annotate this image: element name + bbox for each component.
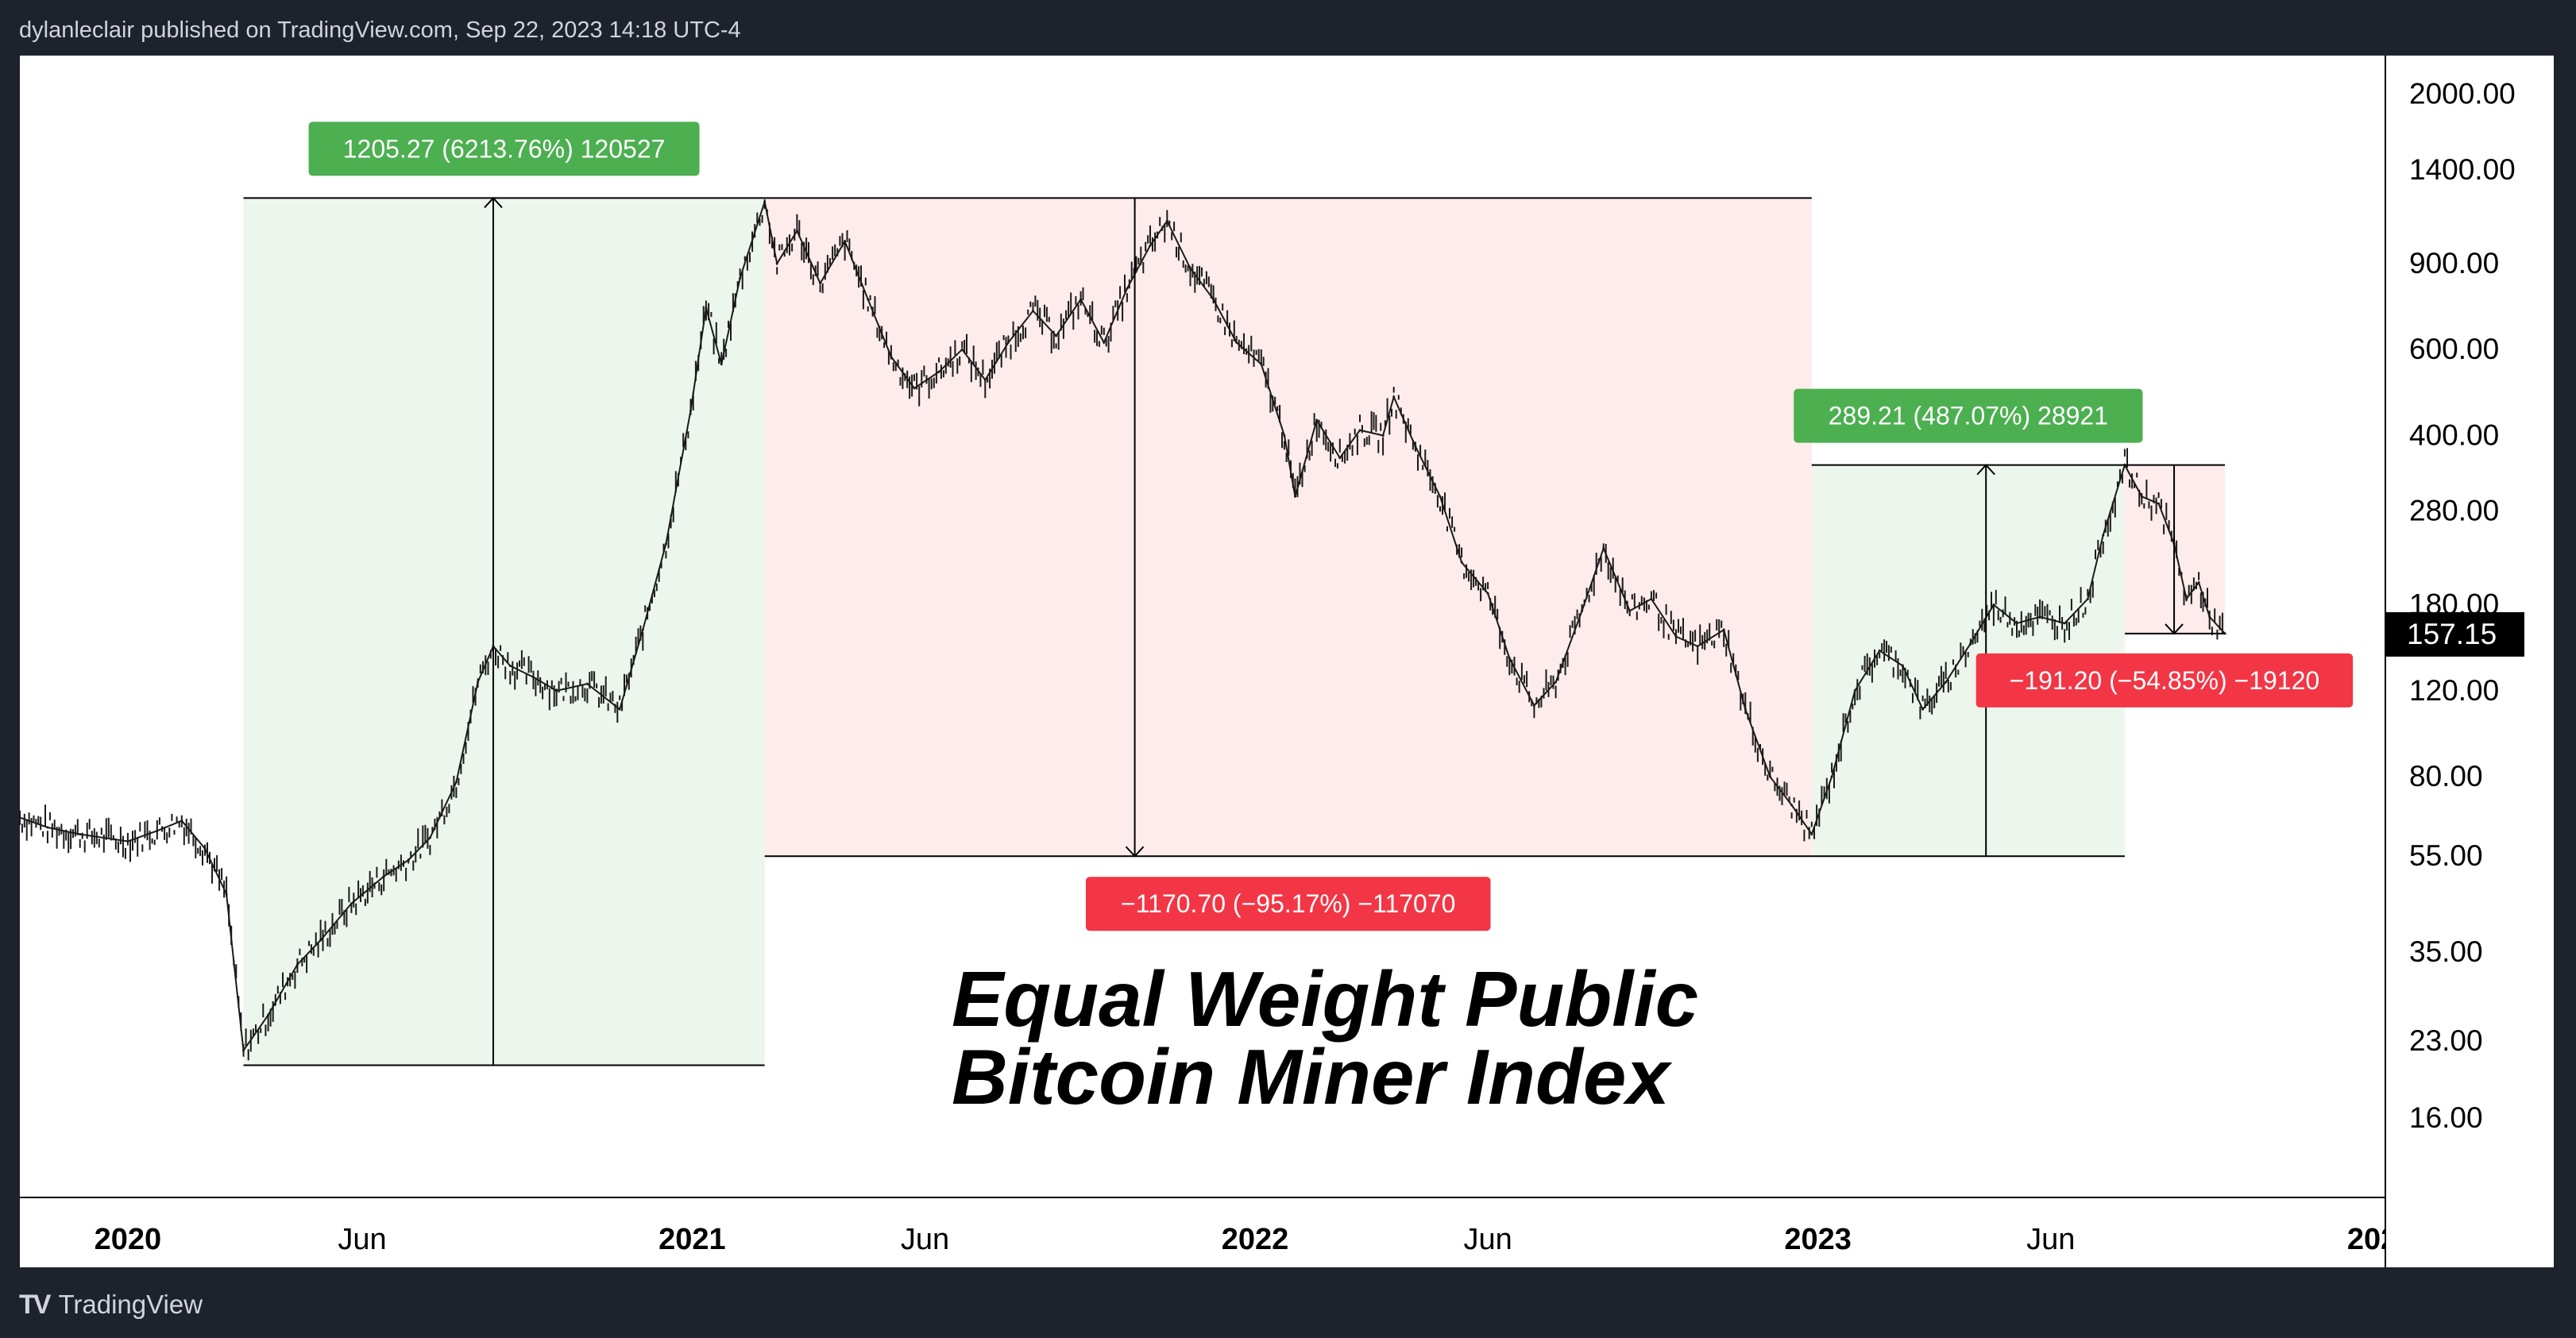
measure-annotations: 1205.27 (6213.76%) 120527 −1170.70 (−95.1… [243,121,2354,1066]
price-line [19,199,2226,1053]
measure-label-box [1975,653,2354,708]
measure-label: 289.21 (487.07%) 28921 [1794,388,2143,443]
price-tick-label: 900.00 [2409,247,2499,280]
tradingview-brand-label: TradingView [58,1290,203,1319]
price-tick-label: 120.00 [2409,674,2499,707]
time-tick-label: Jun [2026,1223,2075,1256]
measure-arrow-head [2165,623,2184,635]
chart-title-line: Equal Weight Public [952,955,1698,1043]
measure-label-text: −191.20 (−54.85%) −19120 [2010,666,2320,695]
time-tick-label: 2021 [658,1223,726,1256]
price-tick-label: 2000.00 [2409,78,2516,110]
last-price-tag[interactable]: 157.15 [2385,611,2524,657]
chart-title-line: Bitcoin Miner Index [952,1033,1672,1120]
price-tick-label: 55.00 [2409,839,2483,872]
price-tick-label: 16.00 [2409,1101,2483,1134]
price-tick-label: 600.00 [2409,333,2499,365]
price-tick-label: 35.00 [2409,935,2483,968]
measure-label-box [1794,388,2143,443]
measure-arrow-head [1125,846,1145,858]
price-tick-label: 23.00 [2409,1024,2483,1057]
measure-label-box [1085,877,1491,931]
price-axis: 16.0023.0035.0055.0080.00120.00180.00280… [2409,78,2516,1134]
measure-label: −1170.70 (−95.17%) −117070 [1085,877,1491,931]
measure-arrow-head [484,196,503,209]
last-price-box [2385,611,2524,657]
measure-box-loss[interactable] [764,198,1812,857]
measure-arrow-head [1976,464,1995,476]
measure-box-gain[interactable] [243,198,765,1066]
tradingview-logo-icon: TV [19,1289,51,1320]
measure-label: 1205.27 (6213.76%) 120527 [308,121,700,176]
time-tick-label: Jun [901,1223,949,1256]
tradingview-logo[interactable]: TV TradingView [19,1285,203,1325]
time-tick-label: Jun [1464,1223,1512,1256]
price-tick-label: 280.00 [2409,495,2499,527]
time-tick-label: 2022 [1222,1223,1289,1256]
publisher-caption: dylanleclair published on TradingView.co… [19,17,741,43]
measure-boxes [243,198,2226,1066]
measure-label-text: 1205.27 (6213.76%) 120527 [343,134,666,163]
time-axis: 2020 Jun 2021 Jun 2022 Jun 2023 Jun 2024 [95,1223,2415,1256]
time-tick-label: 2023 [1784,1223,1852,1256]
measure-label: −191.20 (−54.85%) −19120 [1975,653,2354,708]
measure-label-text: −1170.70 (−95.17%) −117070 [1121,889,1455,918]
time-tick-label: 2020 [95,1223,162,1256]
price-tick-label: 1400.00 [2409,153,2516,186]
measure-label-box [308,121,700,176]
time-tick-label: 2024 [2347,1223,2415,1256]
price-tick-label: 80.00 [2409,760,2483,792]
last-price-label: 157.15 [2407,618,2497,650]
time-tick-label: Jun [338,1223,386,1256]
measure-label-text: 289.21 (487.07%) 28921 [1829,402,2108,430]
price-tick-label: 400.00 [2409,418,2499,451]
